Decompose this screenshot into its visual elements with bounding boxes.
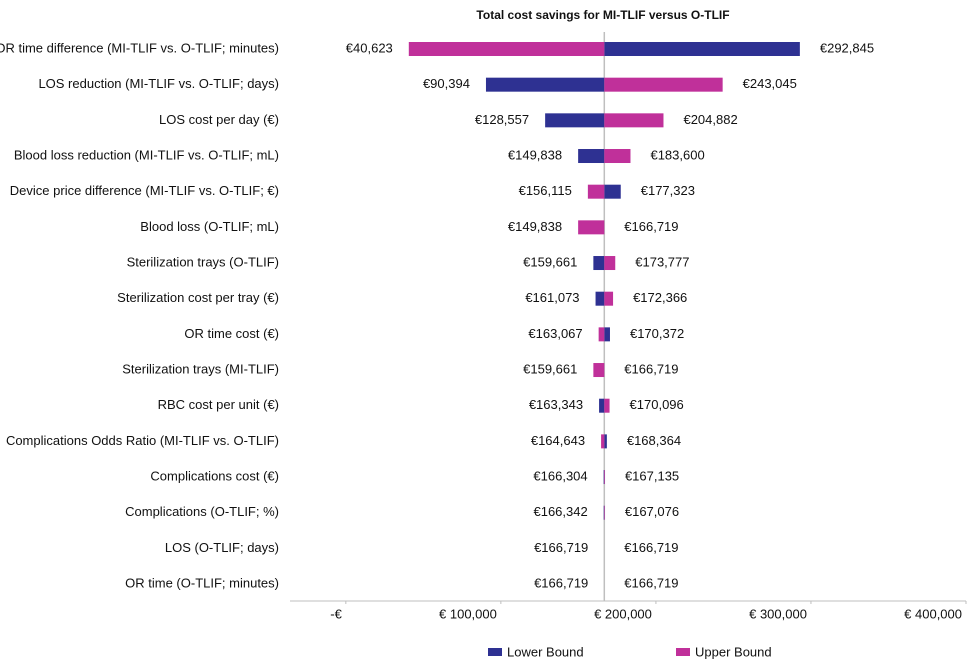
bar [604, 149, 631, 164]
bar [599, 398, 605, 413]
category-label: Sterilization trays (MI-TLIF) [122, 361, 279, 376]
category-label: OR time (O-TLIF; minutes) [125, 575, 279, 590]
bar [408, 42, 605, 56]
category-label: Sterilization trays (O-TLIF) [127, 254, 279, 269]
bar [578, 220, 605, 235]
category-label: OR time cost (€) [184, 326, 279, 341]
category-label: RBC cost per unit (€) [158, 397, 279, 412]
value-label: €170,372 [630, 326, 684, 341]
category-label: Blood loss reduction (MI-TLIF vs. O-TLIF… [14, 147, 279, 162]
bar [545, 113, 605, 128]
bar [593, 256, 605, 271]
x-tick-label: € 200,000 [594, 606, 652, 621]
bar [604, 434, 607, 449]
bar [604, 256, 616, 271]
category-label: OR time difference (MI-TLIF vs. O-TLIF; … [0, 40, 279, 55]
bar [603, 470, 605, 485]
value-label: €163,067 [528, 326, 582, 341]
value-label: €166,719 [624, 575, 678, 590]
value-label: €243,045 [743, 76, 797, 91]
category-label: Complications Odds Ratio (MI-TLIF vs. O-… [6, 433, 279, 448]
value-label: €166,719 [624, 219, 678, 234]
value-label: €168,364 [627, 433, 681, 448]
bar [604, 77, 723, 92]
value-label: €156,115 [519, 183, 572, 198]
value-label: €161,073 [525, 290, 579, 305]
category-label: Device price difference (MI-TLIF vs. O-T… [10, 183, 279, 198]
value-label: €163,343 [529, 397, 583, 412]
value-label: €183,600 [650, 147, 704, 162]
bar [603, 505, 605, 520]
category-label: Sterilization cost per tray (€) [117, 290, 279, 305]
value-label: €159,661 [523, 361, 577, 376]
value-label: €128,557 [475, 112, 529, 127]
value-label: €166,342 [533, 504, 587, 519]
value-label: €164,643 [531, 433, 585, 448]
bar [604, 327, 610, 342]
x-tick-label: € 300,000 [749, 606, 807, 621]
value-label: €167,135 [625, 468, 679, 483]
category-label: Blood loss (O-TLIF; mL) [140, 219, 279, 234]
category-label: LOS cost per day (€) [159, 112, 279, 127]
category-label: LOS (O-TLIF; days) [165, 540, 279, 555]
value-label: €149,838 [508, 147, 562, 162]
bar [604, 113, 664, 128]
value-label: €172,366 [633, 290, 687, 305]
bar [595, 291, 605, 306]
value-label: €166,719 [534, 540, 588, 555]
bar [485, 77, 605, 92]
value-label: €204,882 [683, 112, 737, 127]
bar [593, 363, 605, 378]
x-tick-label: € 400,000 [904, 606, 962, 621]
value-label: €149,838 [508, 219, 562, 234]
bar [598, 327, 605, 342]
chart-title: Total cost savings for MI-TLIF versus O-… [476, 8, 729, 22]
bar [578, 149, 605, 164]
category-label: Complications cost (€) [150, 468, 279, 483]
x-tick-label: € 100,000 [439, 606, 497, 621]
bar [604, 184, 621, 199]
value-label: €90,394 [423, 76, 470, 91]
legend-swatch [676, 648, 690, 656]
bar [604, 398, 610, 413]
value-label: €166,719 [624, 361, 678, 376]
value-label: €173,777 [635, 254, 689, 269]
bar [604, 470, 605, 485]
value-label: €170,096 [630, 397, 684, 412]
value-label: €177,323 [641, 183, 695, 198]
value-label: €40,623 [346, 40, 393, 55]
legend-swatch [488, 648, 502, 656]
bar [587, 184, 605, 199]
legend-label: Upper Bound [695, 644, 772, 659]
value-label: €292,845 [820, 40, 874, 55]
legend-label: Lower Bound [507, 644, 584, 659]
value-label: €166,719 [624, 540, 678, 555]
category-label: LOS reduction (MI-TLIF vs. O-TLIF; days) [38, 76, 279, 91]
bar [604, 42, 800, 56]
value-label: €166,304 [533, 468, 587, 483]
value-label: €167,076 [625, 504, 679, 519]
category-label: Complications (O-TLIF; %) [125, 504, 279, 519]
value-label: €159,661 [523, 254, 577, 269]
x-tick-label: -€ [330, 606, 342, 621]
bar [604, 291, 614, 306]
bar [601, 434, 605, 449]
bar [604, 505, 605, 520]
value-label: €166,719 [534, 575, 588, 590]
